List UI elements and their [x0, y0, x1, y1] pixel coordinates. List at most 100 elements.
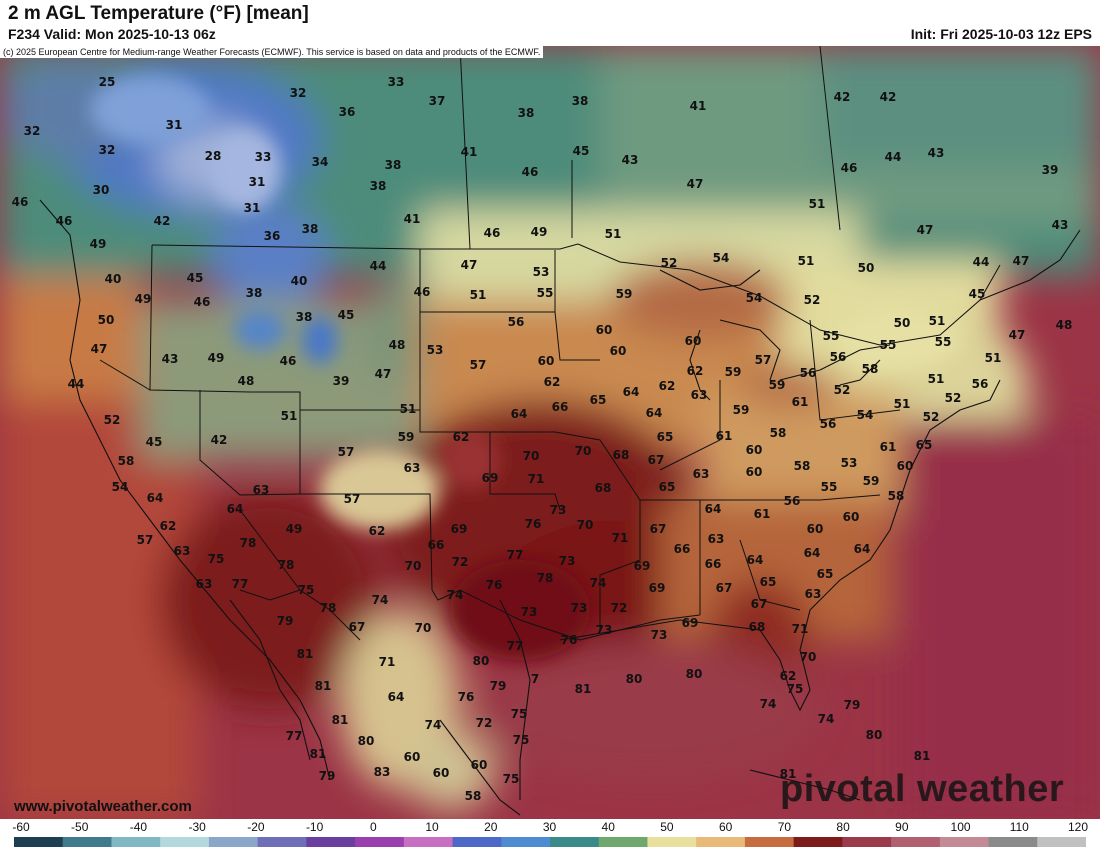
temperature-value: 78: [240, 536, 257, 550]
color-scale-segment: [452, 837, 502, 847]
temperature-value: 40: [105, 272, 122, 286]
temperature-value: 62: [544, 375, 561, 389]
temperature-value: 48: [1056, 318, 1073, 332]
temperature-value: 78: [320, 601, 337, 615]
temperature-value: 52: [804, 293, 821, 307]
temperature-value: 79: [844, 698, 861, 712]
temperature-map[interactable]: 25 33 32 37 38 41 42 42 32 31 36 38 28 33 32 41 45 43 44 43…: [0, 46, 1100, 819]
color-scale-tick: -30: [188, 820, 206, 834]
temperature-value: 51: [470, 288, 487, 302]
color-scale-tick: 50: [660, 820, 674, 834]
temperature-value: 69: [649, 581, 666, 595]
temperature-value: 43: [928, 146, 945, 160]
temperature-value: 51: [809, 197, 826, 211]
temperature-value: 72: [476, 716, 493, 730]
temperature-value: 38: [246, 286, 263, 300]
temperature-value: 54: [713, 251, 730, 265]
temperature-value: 25: [99, 75, 116, 89]
color-scale-segment: [988, 837, 1038, 847]
temperature-value: 64: [747, 553, 764, 567]
temperature-value: 30: [93, 183, 110, 197]
temperature-value: 64: [511, 407, 528, 421]
temperature-value: 48: [389, 338, 406, 352]
temperature-value: 73: [596, 623, 613, 637]
temperature-value: 41: [461, 145, 478, 159]
temperature-value: 70: [800, 650, 817, 664]
copyright-notice: (c) 2025 European Centre for Medium-rang…: [0, 46, 544, 58]
temperature-value: 60: [746, 443, 763, 457]
temperature-value: 73: [651, 628, 668, 642]
color-scale-segment: [403, 837, 454, 847]
temperature-value: 69: [634, 559, 651, 573]
temperature-value: 47: [375, 367, 392, 381]
temperature-value: 39: [333, 374, 350, 388]
temperature-value: 51: [281, 409, 298, 423]
color-scale-tick: 40: [601, 820, 615, 834]
temperature-value: 62: [453, 430, 470, 444]
color-scale-segment: [111, 837, 161, 847]
temperature-value: 51: [798, 254, 815, 268]
temperature-value: 77: [507, 639, 524, 653]
valid-time: F234 Valid: Mon 2025-10-13 06z: [8, 26, 216, 42]
temperature-value: 81: [332, 713, 349, 727]
temperature-value: 49: [531, 225, 548, 239]
temperature-value: 56: [800, 366, 817, 380]
temperature-value: 64: [227, 502, 244, 516]
temperature-value: 63: [174, 544, 191, 558]
color-scale-segment: [744, 837, 795, 847]
temperature-value: 38: [572, 94, 589, 108]
temperature-value: 45: [969, 287, 986, 301]
temperature-value: 44: [370, 259, 387, 273]
temperature-value: 66: [552, 400, 569, 414]
temperature-value: 67: [648, 453, 665, 467]
color-scale-segment: [842, 837, 892, 847]
temperature-value: 74: [590, 576, 607, 590]
temperature-value: 74: [425, 718, 442, 732]
political-borders: [99, 46, 1001, 641]
temperature-value: 67: [650, 522, 667, 536]
temperature-value: 61: [792, 395, 809, 409]
temperature-value: 80: [686, 667, 703, 681]
color-scale-segment: [1037, 837, 1086, 847]
temperature-value: 56: [784, 494, 801, 508]
temperature-value: 42: [154, 214, 171, 228]
temperature-value: 54: [746, 291, 763, 305]
temperature-value: 79: [490, 679, 507, 693]
temperature-value: 51: [929, 314, 946, 328]
temperature-value: 61: [754, 507, 771, 521]
temperature-value: 62: [160, 519, 177, 533]
website-link[interactable]: www.pivotalweather.com: [14, 798, 192, 815]
temperature-value: 60: [685, 334, 702, 348]
temperature-value: 65: [916, 438, 933, 452]
temperature-value: 60: [610, 344, 627, 358]
temperature-value: 75: [503, 772, 520, 786]
temperature-value: 70: [415, 621, 432, 635]
temperature-value: 71: [612, 531, 629, 545]
temperature-value: 70: [523, 449, 540, 463]
color-scale-segment: [160, 837, 210, 847]
temperature-value: 50: [894, 316, 911, 330]
color-scale-tick: -50: [71, 820, 89, 834]
color-scale-segment: [208, 837, 259, 847]
color-scale-segment: [501, 837, 551, 847]
temperature-value: 59: [769, 378, 786, 392]
temperature-value: 68: [749, 620, 766, 634]
temperature-value: 60: [471, 758, 488, 772]
color-scale-segment: [257, 837, 307, 847]
temperature-value: 62: [659, 379, 676, 393]
temperature-value: 83: [374, 765, 391, 779]
temperature-value: 76: [458, 690, 475, 704]
color-scale-segment: [598, 837, 649, 847]
temperature-value: 52: [661, 256, 678, 270]
color-scale-tick: -10: [305, 820, 324, 834]
temperature-value: 42: [880, 90, 897, 104]
temperature-value: 60: [404, 750, 421, 764]
temperature-value: 65: [657, 430, 674, 444]
temperature-value: 46: [484, 226, 501, 240]
temperature-value: 59: [863, 474, 880, 488]
temperature-value: 60: [433, 766, 450, 780]
temperature-value: 44: [68, 377, 85, 391]
color-scale-tick: 90: [895, 820, 909, 834]
temperature-value: 58: [862, 362, 879, 376]
temperature-value: 45: [573, 144, 590, 158]
